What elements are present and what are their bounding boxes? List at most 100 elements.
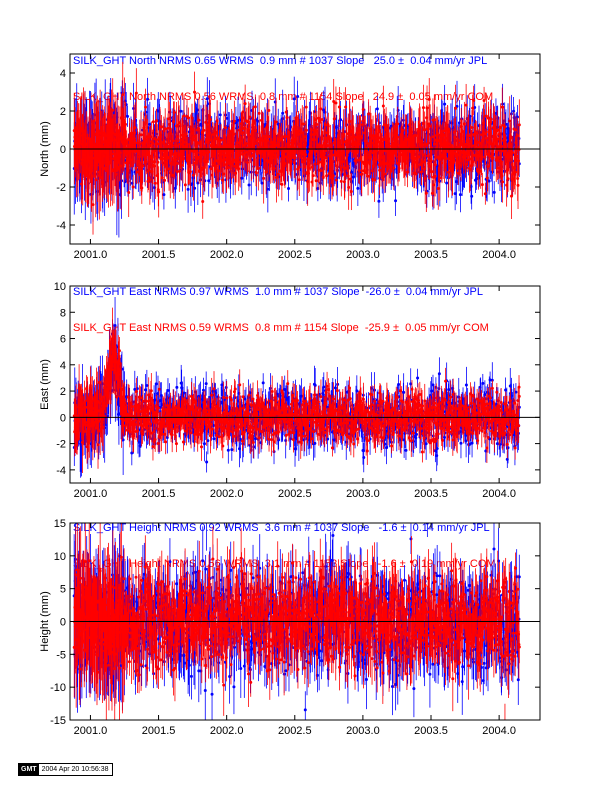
north-com-point	[232, 119, 236, 123]
north-xtick-label: 2003.0	[346, 249, 380, 261]
north-com-point	[491, 156, 495, 160]
north-com-point	[163, 127, 167, 131]
north-com-point	[304, 128, 308, 132]
north-com-point	[314, 179, 318, 183]
north-com-point	[349, 190, 353, 194]
north-xtick-label: 2001.5	[142, 249, 176, 261]
north-com-point	[232, 158, 236, 162]
north-com-point	[496, 166, 500, 170]
north-jpl-point	[375, 107, 379, 111]
north-jpl-point	[266, 187, 270, 191]
north-jpl-point	[125, 114, 129, 118]
north-com-point	[425, 106, 429, 110]
north-jpl-point	[515, 115, 519, 119]
north-jpl-point	[351, 175, 355, 179]
north-com-point	[440, 161, 444, 165]
north-com-point	[167, 167, 171, 171]
east-jpl-point	[130, 451, 134, 455]
north-com-point	[463, 154, 467, 158]
north-com-point	[342, 132, 346, 136]
north-jpl-point	[203, 179, 207, 183]
north-com-point	[392, 166, 396, 170]
north-jpl-point	[207, 179, 211, 183]
north-com-point	[334, 178, 338, 182]
north-com-point	[428, 124, 432, 128]
north-jpl-point	[132, 107, 136, 111]
north-com-point	[337, 105, 341, 109]
east-jpl-point	[182, 391, 186, 395]
north-com-point	[316, 143, 320, 147]
north-com-point	[91, 203, 95, 207]
north-com-point	[438, 176, 442, 180]
north-header-jpl: SILK_GHT North NRMS 0.65 WRMS 0.9 mm # 1…	[73, 55, 488, 67]
east-jpl-point	[166, 388, 170, 392]
north-com-point	[166, 117, 170, 121]
north-com-point	[366, 141, 370, 145]
north-com-point	[361, 107, 365, 111]
north-com-point	[144, 105, 148, 109]
north-ytick-label: 0	[60, 144, 66, 156]
north-jpl-point	[225, 116, 229, 120]
east-jpl-point	[153, 398, 157, 402]
north-series-com	[72, 61, 521, 235]
north-com-point	[319, 107, 323, 111]
east-jpl-point	[145, 383, 149, 387]
north-com-point	[510, 194, 514, 198]
north-com-point	[123, 122, 127, 126]
north-com-point	[261, 134, 265, 138]
north-jpl-point	[218, 113, 222, 117]
north-com-point	[313, 132, 317, 136]
north-com-point	[424, 143, 428, 147]
north-com-point	[174, 158, 178, 162]
north-com-point	[482, 98, 486, 102]
north-com-point	[222, 172, 226, 176]
north-com-point	[202, 128, 206, 132]
north-com-point	[216, 169, 220, 173]
north-com-point	[327, 134, 331, 138]
north-com-point	[357, 169, 361, 173]
north-com-point	[253, 105, 257, 109]
north-jpl-point	[205, 97, 209, 101]
north-jpl-point	[323, 110, 327, 114]
north-jpl-point	[240, 176, 244, 180]
north-com-point	[256, 166, 260, 170]
north-jpl-point	[289, 125, 293, 129]
north-com-point	[414, 172, 418, 176]
north-com-point	[304, 153, 308, 157]
north-com-point	[395, 135, 399, 139]
north-com-point	[341, 160, 345, 164]
north-com-point	[483, 192, 487, 196]
north-com-point	[226, 165, 230, 169]
north-com-point	[151, 120, 155, 124]
north-com-point	[509, 135, 513, 139]
north-com-point	[472, 98, 476, 102]
north-jpl-point	[292, 97, 296, 101]
north-com-point	[339, 179, 343, 183]
north-com-point	[131, 185, 135, 189]
north-com-point	[325, 144, 329, 148]
north-jpl-point	[453, 192, 457, 196]
north-com-point	[499, 160, 503, 164]
north-com-point	[272, 166, 276, 170]
north-com-point	[470, 164, 474, 168]
north-com-point	[311, 174, 315, 178]
east-jpl-point	[159, 393, 163, 397]
north-jpl-point	[196, 181, 200, 185]
north-com-point	[241, 116, 245, 120]
north-com-point	[285, 116, 289, 120]
north-com-point	[155, 119, 159, 123]
north-xtick-label: 2002.5	[278, 249, 312, 261]
north-series-group	[72, 61, 521, 238]
north-com-point	[383, 123, 387, 127]
north-com-point	[209, 167, 213, 171]
north-com-point	[133, 126, 137, 130]
north-com-point	[424, 191, 428, 195]
north-xtick-label: 2001.0	[74, 249, 108, 261]
north-com-point	[208, 117, 212, 121]
north-com-point	[316, 116, 320, 120]
north-com-point	[310, 165, 314, 169]
height-header-jpl: SILK_GHT Height NRMS 0.92 WRMS 3.6 mm # …	[73, 522, 490, 534]
north-ytick-label: -2	[56, 182, 66, 194]
north-com-point	[197, 118, 201, 122]
